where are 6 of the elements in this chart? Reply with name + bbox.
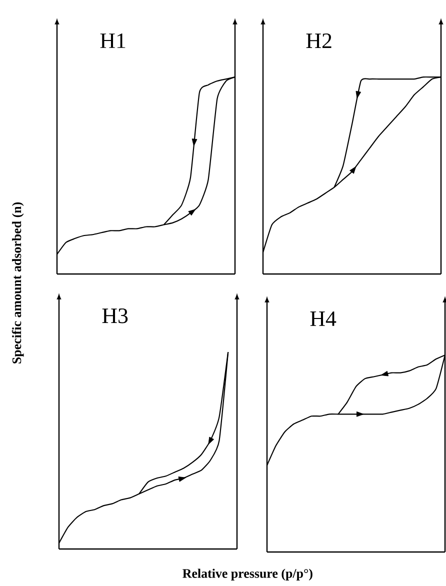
chart-title: H1: [100, 33, 126, 48]
y-axis-title: Specific amount adsorbed (n): [12, 202, 24, 364]
chart-title: H2: [306, 33, 332, 48]
x-axis-title: Relative pressure (p/p°): [182, 568, 312, 580]
chart-title: H4: [310, 311, 336, 326]
chart-title: H3: [102, 308, 128, 324]
